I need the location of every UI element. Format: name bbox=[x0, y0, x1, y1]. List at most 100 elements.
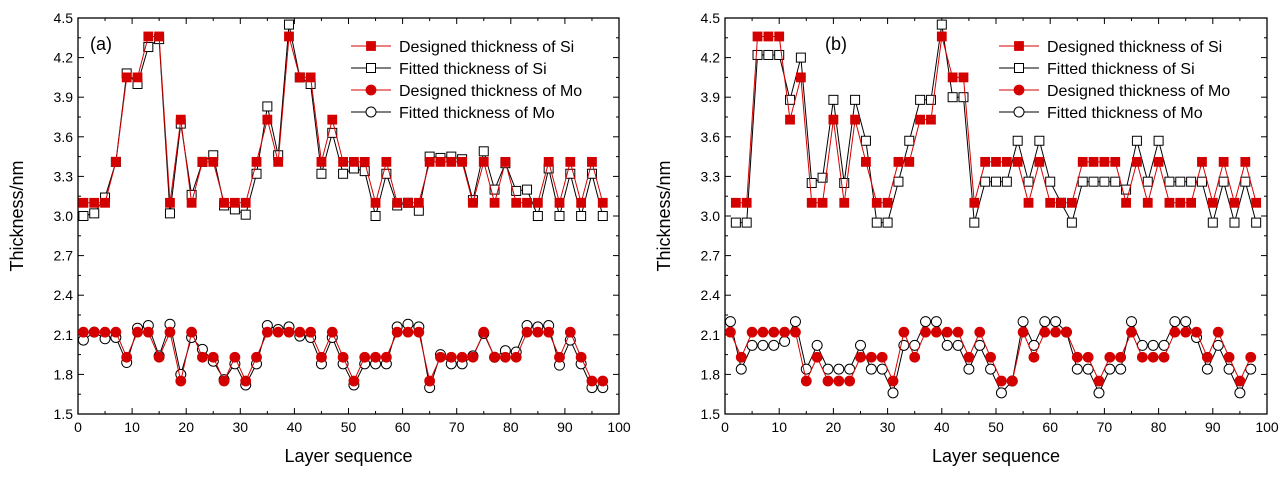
data-point bbox=[478, 326, 490, 338]
data-point bbox=[904, 135, 915, 146]
x-tick-label: 10 bbox=[771, 419, 787, 435]
data-point bbox=[1082, 351, 1094, 363]
data-point bbox=[833, 363, 845, 375]
data-point bbox=[327, 114, 338, 125]
data-point bbox=[424, 375, 436, 387]
data-point bbox=[78, 197, 89, 208]
data-point bbox=[1207, 197, 1218, 208]
data-point bbox=[586, 168, 597, 179]
data-point bbox=[865, 363, 877, 375]
data-point bbox=[1023, 176, 1034, 187]
data-point bbox=[283, 326, 295, 338]
data-point bbox=[1110, 176, 1121, 187]
data-point bbox=[99, 326, 111, 338]
data-point bbox=[779, 326, 791, 338]
x-tick-label: 60 bbox=[395, 419, 411, 435]
data-point bbox=[1218, 156, 1229, 167]
data-point bbox=[219, 197, 229, 208]
data-point bbox=[828, 94, 839, 105]
data-point bbox=[445, 351, 457, 363]
data-point bbox=[564, 326, 576, 338]
data-point bbox=[1240, 156, 1251, 167]
x-tick-label: 30 bbox=[880, 419, 896, 435]
data-point bbox=[1110, 156, 1121, 167]
data-point bbox=[78, 211, 89, 221]
data-point bbox=[925, 94, 936, 105]
data-point bbox=[860, 135, 871, 146]
data-point bbox=[349, 156, 359, 167]
x-tick-label: 30 bbox=[233, 419, 249, 435]
data-point bbox=[1017, 326, 1029, 338]
data-point bbox=[850, 94, 861, 105]
series-1 bbox=[730, 31, 1262, 208]
data-point bbox=[1234, 387, 1246, 399]
legend-marker bbox=[365, 84, 377, 96]
data-point bbox=[752, 31, 763, 42]
series-4 bbox=[724, 316, 1257, 399]
data-point bbox=[1147, 339, 1159, 351]
y-tick-label: 2.4 bbox=[54, 287, 74, 303]
data-point bbox=[1121, 197, 1131, 208]
data-point bbox=[261, 326, 273, 338]
data-point bbox=[855, 339, 866, 351]
legend-item: Fitted thickness of Mo bbox=[999, 105, 1203, 122]
data-point bbox=[597, 211, 608, 221]
data-point bbox=[240, 197, 251, 208]
data-point bbox=[316, 168, 327, 179]
data-point bbox=[974, 326, 986, 338]
data-point bbox=[132, 72, 143, 83]
data-point bbox=[876, 351, 888, 363]
legend-item: Designed thickness of Si bbox=[999, 39, 1222, 56]
data-point bbox=[110, 326, 122, 338]
data-point bbox=[1164, 176, 1175, 187]
data-point bbox=[1099, 176, 1110, 187]
data-point bbox=[435, 351, 446, 363]
data-point bbox=[359, 156, 370, 167]
data-point bbox=[811, 339, 823, 351]
data-point bbox=[839, 178, 850, 188]
data-point bbox=[844, 375, 856, 387]
data-point bbox=[164, 208, 175, 219]
data-point bbox=[763, 31, 774, 42]
x-tick-label: 50 bbox=[988, 419, 1004, 435]
data-point bbox=[1240, 176, 1251, 187]
x-tick-label: 80 bbox=[503, 419, 519, 435]
data-point bbox=[165, 197, 175, 208]
data-point bbox=[1245, 351, 1257, 363]
data-point bbox=[576, 197, 587, 208]
y-tick-label: 3.6 bbox=[701, 129, 721, 145]
data-point bbox=[597, 197, 608, 208]
data-point bbox=[435, 156, 446, 167]
data-point bbox=[521, 326, 533, 338]
y-tick-label: 4.5 bbox=[701, 10, 721, 26]
data-point bbox=[887, 387, 899, 399]
data-point bbox=[1006, 375, 1018, 387]
data-point bbox=[597, 375, 609, 387]
data-point bbox=[175, 114, 186, 125]
data-point bbox=[208, 156, 219, 167]
data-point bbox=[757, 339, 769, 351]
x-tick-label: 0 bbox=[74, 419, 82, 435]
data-point bbox=[511, 197, 522, 208]
data-point bbox=[730, 217, 741, 228]
data-point bbox=[995, 387, 1007, 399]
data-point bbox=[1088, 156, 1099, 167]
data-point bbox=[251, 168, 262, 179]
data-point bbox=[1180, 316, 1192, 328]
data-point bbox=[1153, 135, 1164, 146]
data-point bbox=[456, 351, 468, 363]
data-point bbox=[1050, 316, 1062, 328]
data-point bbox=[774, 49, 785, 60]
data-point bbox=[1218, 176, 1229, 187]
data-point bbox=[338, 168, 349, 179]
data-point bbox=[893, 176, 904, 187]
data-point bbox=[413, 197, 424, 208]
x-tick-label: 20 bbox=[826, 419, 842, 435]
data-point bbox=[1201, 363, 1213, 375]
legend-item: Designed thickness of Mo bbox=[351, 83, 582, 100]
data-point bbox=[143, 42, 154, 53]
data-point bbox=[735, 363, 747, 375]
data-point bbox=[164, 326, 176, 338]
data-point bbox=[991, 156, 1001, 167]
data-point bbox=[1066, 197, 1077, 208]
